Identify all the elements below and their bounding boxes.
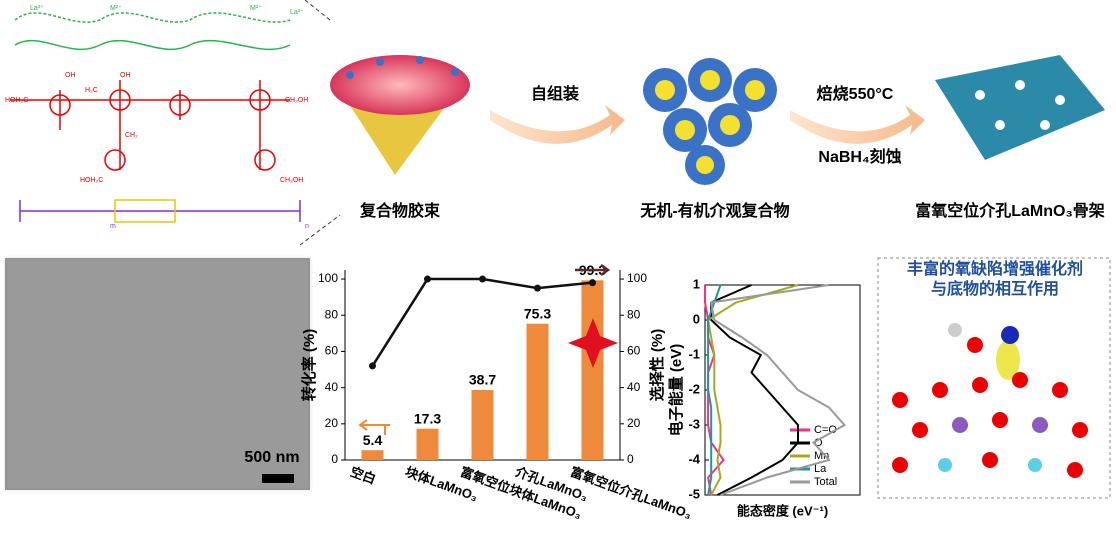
y-tick-label: 1 <box>693 276 700 291</box>
sem-image <box>5 258 310 490</box>
step-label: 焙烧550°C <box>817 84 894 103</box>
stage-label: 复合物胶束 <box>359 201 441 220</box>
step-label: NaBH₄刻蚀 <box>818 147 901 166</box>
model-box <box>877 257 1111 499</box>
selectivity-point <box>369 362 376 370</box>
structure: La³⁺ M²⁺ M²⁺ La³⁺ OH OH HOH₂C CH₂OH H₂C … <box>5 0 341 246</box>
y-tick-label: 60 <box>325 344 339 358</box>
chem-label: CH₂OH <box>285 97 308 104</box>
scale-bar <box>262 474 294 483</box>
star <box>568 318 618 368</box>
selectivity-point <box>589 279 596 287</box>
chem-label: CH₂OH <box>280 177 303 184</box>
arrow <box>358 419 390 435</box>
arrow <box>490 105 625 144</box>
y2-tick-label: 40 <box>627 380 641 394</box>
chem-label: M²⁺ <box>110 4 122 12</box>
bar-label: 5.4 <box>363 432 383 448</box>
y-tick-label: -3 <box>688 416 700 431</box>
mesostructure <box>643 58 777 185</box>
bar-label: 17.3 <box>414 410 441 426</box>
chem-label: CH₂ <box>125 132 138 139</box>
dos-curve <box>707 284 722 496</box>
chem-label: OH <box>120 72 131 79</box>
bar <box>361 450 384 460</box>
stage-label: 富氧空位介孔LaMnO₃骨架 <box>915 201 1105 220</box>
chem-label: OH <box>65 72 76 79</box>
arrow <box>790 105 925 144</box>
sem-texture <box>5 258 310 490</box>
arrow <box>575 263 611 277</box>
dos-curve <box>710 284 799 496</box>
chem-label: H₂C <box>85 87 98 94</box>
bar <box>526 323 549 460</box>
micelle <box>330 55 470 175</box>
bar <box>471 389 494 460</box>
y-tick-label: 20 <box>325 416 339 430</box>
y-tick-label: -1 <box>688 346 700 361</box>
y2-tick-label: 80 <box>627 307 641 321</box>
y2-tick-label: 0 <box>627 452 634 466</box>
chem-label: La³⁺ <box>290 8 304 16</box>
y-axis-label: 电子能量 (eV) <box>667 344 685 437</box>
y-tick-label: -5 <box>688 486 700 501</box>
legend-label: Mn <box>814 450 829 462</box>
y2-tick-label: 100 <box>627 271 647 285</box>
y2-tick-label: 20 <box>627 416 641 430</box>
y-tick-label: -2 <box>688 381 700 396</box>
step-label: 自组装 <box>531 84 579 103</box>
bar-label: 75.3 <box>524 305 551 321</box>
legend-label: Total <box>814 476 837 488</box>
y-tick-label: 100 <box>318 271 338 285</box>
scale-bar-label: 500 nm <box>244 449 299 466</box>
stage-label: 无机-有机介观复合物 <box>639 201 789 220</box>
y-tick-label: 0 <box>331 452 338 466</box>
x-axis-label: 能态密度 (eV⁻¹) <box>737 503 828 518</box>
framework <box>935 55 1105 160</box>
chem-label: HOH₂C <box>5 97 28 104</box>
selectivity-line <box>371 277 593 367</box>
dos-curve <box>710 284 847 496</box>
bar <box>581 280 604 460</box>
model-title: 与底物的相互作用 <box>931 279 1059 298</box>
chem-label: La³⁺ <box>30 4 44 12</box>
y2-tick-label: 60 <box>627 344 641 358</box>
chem-label: m <box>110 223 116 230</box>
x-tick-label: 空白 <box>348 464 378 487</box>
model-atoms <box>892 323 1088 478</box>
legend-label: La <box>814 463 827 475</box>
y2-axis-label: 选择性 (%) <box>648 329 666 402</box>
bar-label: 38.7 <box>469 372 496 388</box>
chem-label: M²⁺ <box>250 4 262 12</box>
legend-label: O <box>814 437 823 449</box>
chem-label: n <box>305 223 309 230</box>
y-tick-label: 40 <box>325 380 339 394</box>
plot-frame <box>704 284 861 496</box>
y-axis-label: 转化率 (%) <box>300 329 318 402</box>
bar <box>416 428 439 460</box>
selectivity-point <box>479 275 486 283</box>
y-tick-label: -4 <box>688 451 700 466</box>
y-tick-label: 0 <box>693 311 700 326</box>
selectivity-point <box>534 284 541 292</box>
chem-label: HOH₂C <box>80 177 103 184</box>
y-tick-label: 80 <box>325 307 339 321</box>
model-title: 丰富的氧缺陷增强催化剂 <box>907 259 1083 278</box>
selectivity-point <box>424 275 431 283</box>
